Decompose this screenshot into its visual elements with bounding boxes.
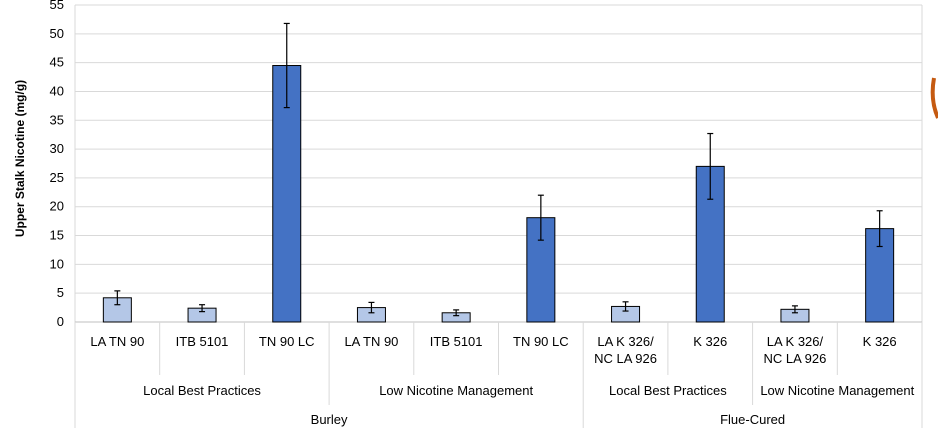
x-category-label: LA TN 90 [344, 334, 398, 349]
y-tick-label: 45 [50, 55, 64, 70]
x-group-label: Low Nicotine Management [760, 383, 914, 398]
y-tick-label: 15 [50, 228, 64, 243]
x-category-label: ITB 5101 [176, 334, 229, 349]
x-group-label: Low Nicotine Management [379, 383, 533, 398]
x-category-label: K 326 [693, 334, 727, 349]
y-tick-label: 5 [57, 285, 64, 300]
y-tick-label: 35 [50, 112, 64, 127]
plot-area [75, 5, 922, 322]
x-group-label: Local Best Practices [609, 383, 727, 398]
y-axis: 0 5 10 15 20 25 30 35 40 45 50 55 [50, 0, 64, 329]
x-axis-categories: LA TN 90 ITB 5101 TN 90 LC LA TN 90 ITB 5101… [74, 322, 923, 428]
y-axis-label: Upper Stalk Nicotine (mg/g) [13, 80, 27, 237]
x-group-label: Local Best Practices [143, 383, 261, 398]
x-category-label: LA TN 90 [90, 334, 144, 349]
bars [102, 22, 895, 323]
y-tick-label: 40 [50, 83, 64, 98]
x-category-label: LA K 326/ [597, 334, 654, 349]
x-category-label: TN 90 LC [513, 334, 569, 349]
y-tick-label: 10 [50, 256, 64, 271]
x-supergroup-label: Flue-Cured [720, 412, 785, 427]
decorative-corner-arc [930, 77, 938, 119]
y-tick-label: 30 [50, 141, 64, 156]
gridlines [74, 4, 923, 323]
y-tick-label: 55 [50, 0, 64, 12]
x-category-label: K 326 [863, 334, 897, 349]
x-category-label: ITB 5101 [430, 334, 483, 349]
x-category-label: NC LA 926 [594, 351, 657, 366]
x-category-label: LA K 326/ [767, 334, 824, 349]
y-tick-label: 50 [50, 26, 64, 41]
x-category-label: NC LA 926 [764, 351, 827, 366]
y-tick-label: 20 [50, 199, 64, 214]
y-tick-label: 0 [57, 314, 64, 329]
y-tick-label: 25 [50, 170, 64, 185]
bar [272, 65, 302, 323]
x-category-label: TN 90 LC [259, 334, 315, 349]
x-supergroup-label: Burley [311, 412, 348, 427]
